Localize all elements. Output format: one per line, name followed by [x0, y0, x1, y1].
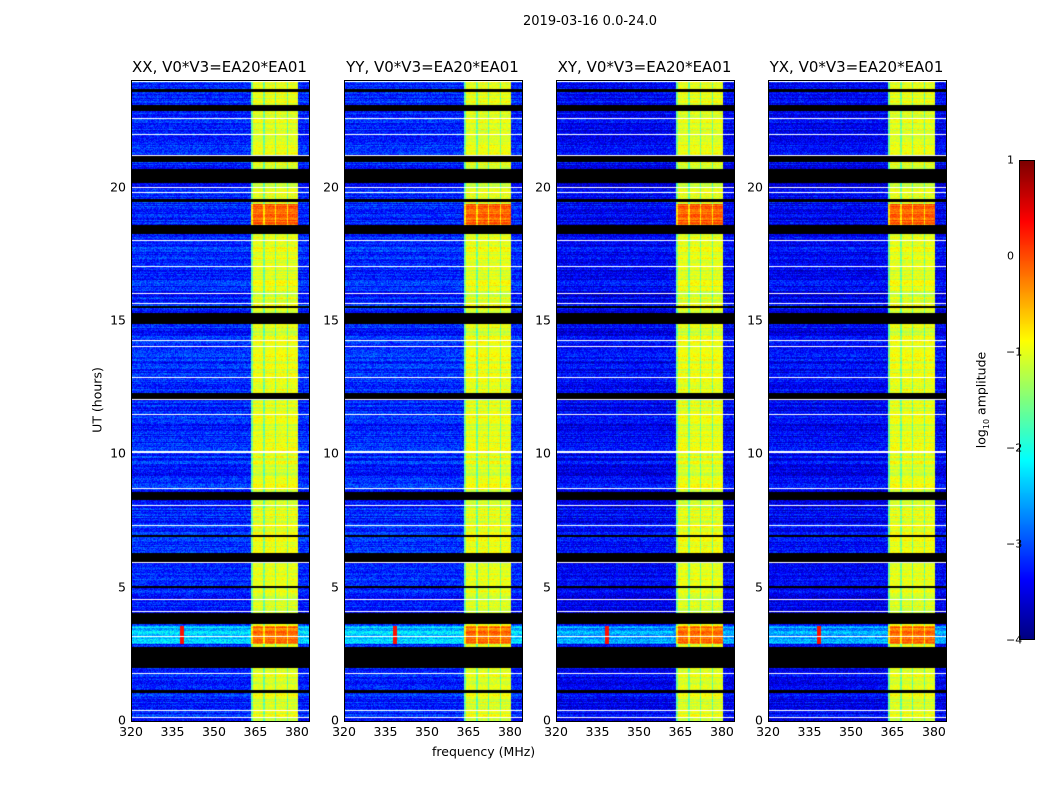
colorbar: [1019, 160, 1035, 640]
colorbar-tick-label: −4: [1006, 633, 1023, 647]
y-tick-label: 10: [323, 445, 339, 461]
x-tick-label: 335: [373, 724, 398, 739]
x-axis-label: frequency (MHz): [432, 744, 536, 759]
y-axis-label: UT (hours): [89, 367, 105, 433]
y-tick-label: 0: [755, 712, 763, 728]
colorbar-tick-label: −3: [1006, 537, 1023, 551]
y-tick-label: 0: [543, 712, 551, 728]
waterfall-heatmap: [556, 80, 735, 722]
x-tick-label: 335: [160, 724, 185, 739]
x-tick-label: 365: [243, 724, 268, 739]
y-tick-label: 0: [331, 712, 339, 728]
waterfall-heatmap: [131, 80, 310, 722]
y-tick-label: 20: [110, 179, 126, 195]
y-tick-label: 5: [543, 579, 551, 595]
x-tick-label: 350: [627, 724, 651, 739]
chart-title: 2019-03-16 0.0-24.0: [523, 14, 657, 29]
x-tick-label: 365: [880, 724, 905, 739]
panel-title: YY, V0*V3=EA20*EA01: [346, 58, 519, 76]
panel-2: XY, V0*V3=EA20*EA01 0 5 10 15 20 320 335 350 365 3…: [535, 58, 735, 739]
y-tick-label: 15: [323, 312, 339, 328]
colorbar-label: log10 amplitude: [973, 351, 991, 449]
y-tick-label: 15: [747, 312, 763, 328]
y-tick-label: 5: [331, 579, 339, 595]
x-tick-label: 380: [498, 724, 522, 739]
x-tick-label: 335: [585, 724, 610, 739]
x-tick-label: 365: [456, 724, 481, 739]
panel-title: XY, V0*V3=EA20*EA01: [557, 58, 732, 76]
y-tick-label: 15: [110, 312, 126, 328]
panel-1: YY, V0*V3=EA20*EA01 0 5 10 15 20 320 335 350 365 3…: [323, 58, 523, 739]
x-tick-label: 335: [797, 724, 822, 739]
y-tick-label: 20: [747, 179, 763, 195]
colorbar-tick-label: 1: [1007, 153, 1014, 167]
x-tick-label: 380: [710, 724, 734, 739]
y-tick-label: 20: [323, 179, 339, 195]
waterfall-heatmap: [768, 80, 947, 722]
panel-title: YX, V0*V3=EA20*EA01: [769, 58, 944, 76]
waterfall-heatmap: [344, 80, 523, 722]
x-tick-label: 350: [415, 724, 439, 739]
colorbar-tick-label: −2: [1006, 441, 1023, 455]
x-tick-label: 320: [119, 724, 143, 739]
x-tick-label: 320: [332, 724, 356, 739]
x-tick-label: 380: [922, 724, 946, 739]
panel-3: YX, V0*V3=EA20*EA01 0 5 10 15 20 320 335 350 365 3…: [747, 58, 947, 739]
y-tick-label: 5: [755, 579, 763, 595]
y-tick-label: 5: [118, 579, 126, 595]
colorbar-tick-label: −1: [1006, 345, 1023, 359]
panel-0: XX, V0*V3=EA20*EA01 0 5 10 15 20 320 335 350 365 3…: [110, 58, 310, 739]
x-tick-label: 350: [839, 724, 863, 739]
x-tick-label: 350: [202, 724, 226, 739]
y-tick-label: 0: [118, 712, 126, 728]
colorbar-tick-label: 0: [1007, 249, 1014, 263]
panel-title: XX, V0*V3=EA20*EA01: [132, 58, 307, 76]
y-tick-label: 10: [535, 445, 551, 461]
x-tick-label: 320: [544, 724, 568, 739]
x-tick-label: 365: [668, 724, 693, 739]
y-tick-label: 20: [535, 179, 551, 195]
y-tick-label: 10: [747, 445, 763, 461]
x-tick-label: 380: [285, 724, 309, 739]
y-tick-label: 15: [535, 312, 551, 328]
y-tick-label: 10: [110, 445, 126, 461]
x-tick-label: 320: [756, 724, 780, 739]
